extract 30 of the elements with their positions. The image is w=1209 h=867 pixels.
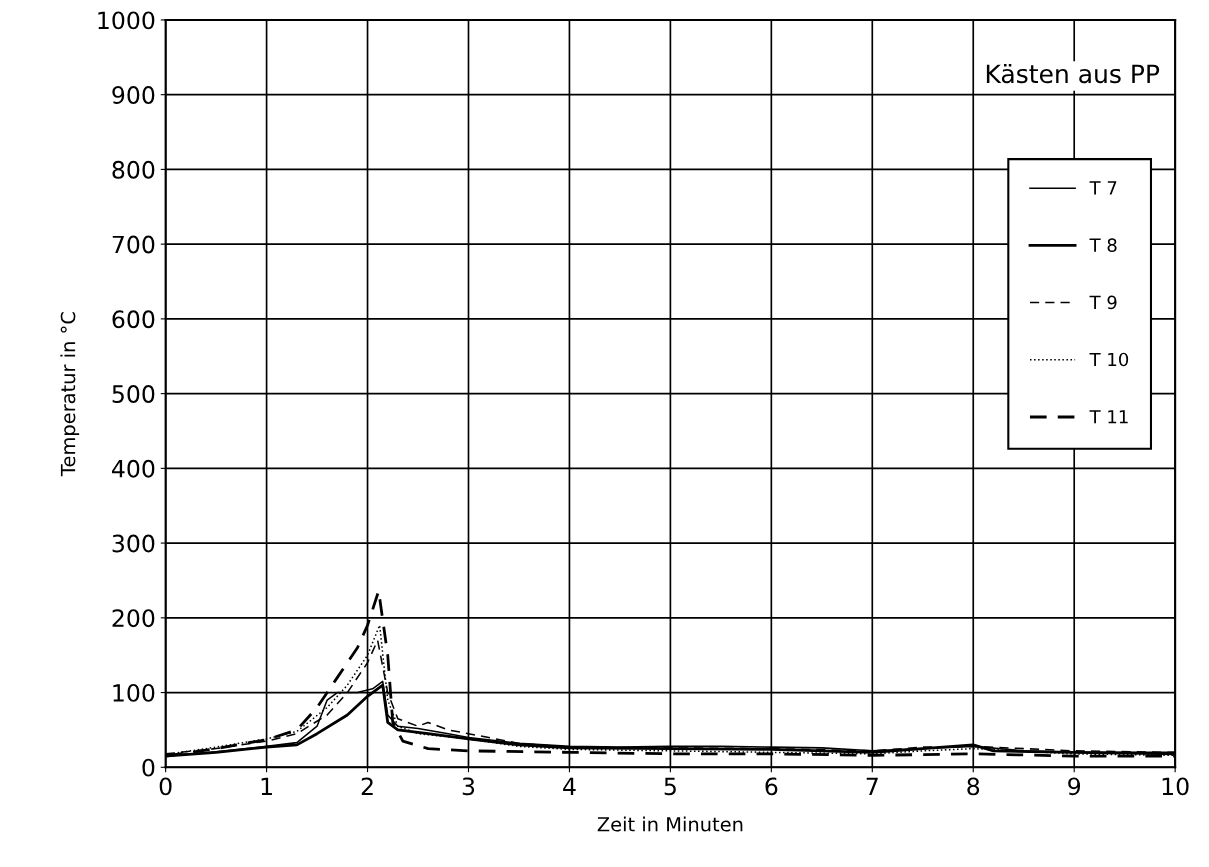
- x-tick-label: 1: [261, 777, 272, 795]
- x-tick-label: 5: [664, 777, 676, 796]
- x-axis-title: Zeit in Minuten: [597, 816, 743, 832]
- x-tick-label: 6: [765, 777, 778, 796]
- y-tick-label: 200: [112, 609, 155, 628]
- annotation: Kästen aus PP: [986, 63, 1160, 84]
- x-tick-label: 2: [361, 777, 373, 795]
- y-tick-label: 1000: [98, 11, 155, 30]
- legend-label: T 9: [1089, 295, 1117, 310]
- x-tick-label: 4: [563, 777, 576, 795]
- y-tick-label: 700: [112, 235, 155, 254]
- x-tick-label: 3: [462, 777, 475, 796]
- y-tick-label: 600: [112, 310, 155, 329]
- legend-label: T 7: [1089, 181, 1117, 195]
- y-tick-label: 800: [112, 160, 155, 179]
- y-tick-label: 0: [142, 758, 155, 777]
- y-tick-label: 900: [112, 86, 155, 104]
- legend-label: T 10: [1089, 352, 1129, 367]
- legend-label: T 11: [1089, 410, 1128, 424]
- x-tick-label: 7: [866, 777, 878, 795]
- y-tick-label: 100: [113, 684, 155, 702]
- x-tick-label: 9: [1068, 777, 1081, 796]
- y-tick-label: 500: [112, 385, 155, 403]
- y-tick-label: 300: [112, 534, 155, 553]
- x-tick-label: 0: [159, 777, 172, 796]
- x-tick-label: 10: [1162, 777, 1189, 796]
- y-axis-title: Temperatur in °C: [60, 312, 80, 477]
- x-tick-label: 8: [967, 777, 980, 796]
- y-tick-label: 400: [112, 459, 155, 478]
- legend-label: T 8: [1089, 238, 1117, 252]
